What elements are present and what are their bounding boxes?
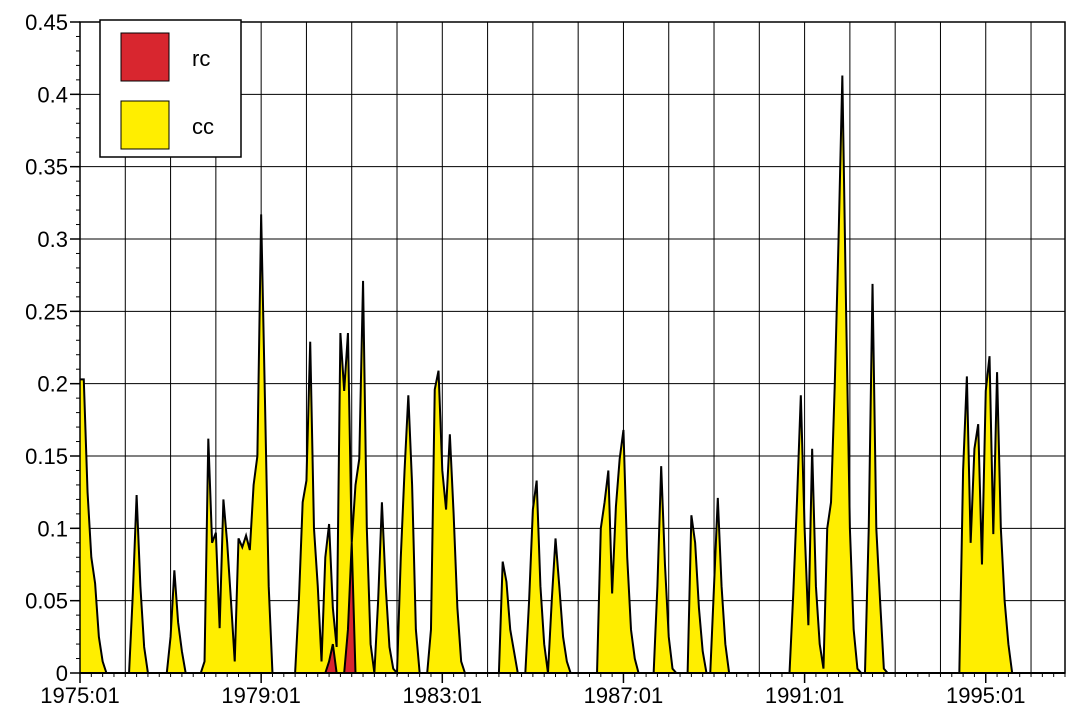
x-tick-label: 1991:01 (765, 683, 845, 708)
x-tick-label: 1975:01 (40, 683, 120, 708)
legend-swatch-cc (120, 100, 170, 150)
y-tick-label: 0.25 (25, 299, 68, 324)
x-tick-label: 1987:01 (584, 683, 664, 708)
y-tick-label: 0.3 (37, 227, 68, 252)
y-tick-label: 0 (56, 661, 68, 686)
x-axis-ticks: 1975:01 1979:01 1983:01 1987:01 1991:01 1995:… (40, 673, 1026, 708)
x-tick-label: 1979:01 (221, 683, 301, 708)
legend-label-rc: rc (192, 46, 210, 71)
y-axis-ticks: 0 0.05 0.1 0.15 0.2 0.25 0.3 0.35 0.4 0.45 (25, 10, 80, 686)
y-tick-label: 0.45 (25, 10, 68, 35)
legend-swatch-rc (120, 32, 170, 82)
legend-label-cc: cc (192, 114, 214, 139)
y-tick-label: 0.1 (37, 516, 68, 541)
data-areas (80, 75, 1065, 676)
plot-frame (79, 21, 1066, 674)
legend: rc cc (99, 19, 242, 158)
y-tick-label: 0.2 (37, 372, 68, 397)
y-tick-label: 0.05 (25, 589, 68, 614)
y-tick-label: 0.35 (25, 155, 68, 180)
area-fill-cc (80, 75, 1013, 673)
y-tick-label: 0.4 (37, 82, 68, 107)
y-tick-label: 0.15 (25, 444, 68, 469)
x-tick-label: 1995:01 (946, 683, 1026, 708)
minor-ticks (76, 21, 1066, 677)
area-line-cc (80, 75, 1014, 676)
x-tick-label: 1983:01 (403, 683, 483, 708)
